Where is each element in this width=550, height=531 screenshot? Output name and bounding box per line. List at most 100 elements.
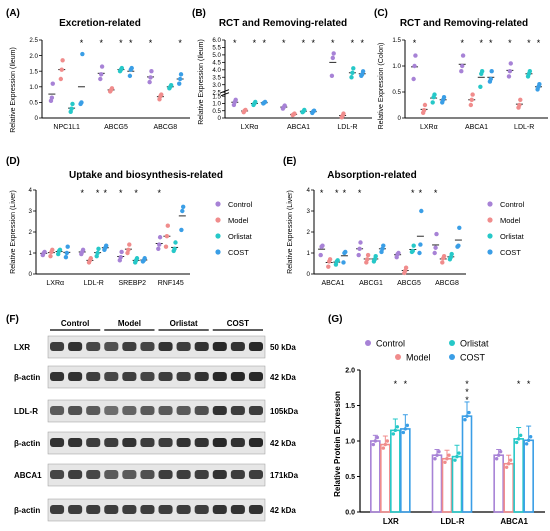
data-point xyxy=(60,58,65,63)
y-tick-label: 3.5 xyxy=(212,74,221,81)
blot-band xyxy=(104,470,119,479)
data-point xyxy=(494,457,499,461)
panel-a-ylabel: Relative Expression (Ileum) xyxy=(10,47,17,133)
data-point xyxy=(489,69,494,74)
blot-band xyxy=(230,505,245,514)
data-point xyxy=(149,69,154,74)
blot-band xyxy=(68,372,83,381)
y-tick-label: 2.0 xyxy=(29,53,38,60)
significance-star: * xyxy=(320,188,324,198)
legend-marker xyxy=(487,217,493,223)
y-tick-label: 1.0 xyxy=(29,84,38,91)
blot-band xyxy=(86,505,101,514)
data-point xyxy=(179,227,184,233)
data-point xyxy=(57,247,63,253)
blot-band xyxy=(248,505,263,514)
blot-band xyxy=(248,342,263,351)
blot-group-label: Orlistat xyxy=(170,319,198,328)
data-point xyxy=(422,102,428,108)
data-point xyxy=(517,102,522,108)
panel-a-letter: (A) xyxy=(6,8,20,19)
significance-star: * xyxy=(465,387,469,397)
y-tick-label: 1.5 xyxy=(345,403,355,410)
data-point xyxy=(435,453,439,457)
significance-star: * xyxy=(351,38,355,48)
data-point xyxy=(395,425,400,429)
significance-star: * xyxy=(331,38,335,48)
data-point xyxy=(88,256,94,261)
data-point xyxy=(498,449,503,454)
x-tick-label: ABCA1 xyxy=(500,517,528,526)
data-point xyxy=(460,63,465,69)
data-point xyxy=(467,410,471,415)
bar xyxy=(493,454,504,513)
data-point xyxy=(508,61,513,66)
data-point xyxy=(411,76,416,82)
blot-band xyxy=(194,372,209,381)
panel-d-title: Uptake and biosynthesis-related xyxy=(69,170,223,181)
data-point xyxy=(335,258,340,263)
legend-marker xyxy=(487,201,493,207)
blot-band xyxy=(140,372,155,381)
x-tick-label: LXR xyxy=(383,517,399,526)
data-point xyxy=(410,248,415,254)
blot-strip xyxy=(47,431,266,455)
y-tick-label: 2.5 xyxy=(29,37,38,44)
y-tick-label: 0.0 xyxy=(345,510,355,517)
y-tick-label: 5.0 xyxy=(212,52,221,59)
x-tick-label: ABCG5 xyxy=(104,124,128,131)
panel-c-ylabel: Relative Expression (Colon) xyxy=(378,43,385,130)
y-tick-label: 1.5 xyxy=(29,68,38,75)
axis-break-mark xyxy=(220,89,230,94)
data-point xyxy=(441,95,447,100)
blot-band xyxy=(50,438,65,447)
x-tick-label: ABCG8 xyxy=(153,124,177,131)
significance-star: * xyxy=(465,379,469,389)
blot-row-label: β-actin xyxy=(14,439,40,448)
panel-f-letter: (F) xyxy=(6,314,19,325)
legend-marker xyxy=(487,233,493,239)
data-point xyxy=(375,435,380,440)
legend-marker xyxy=(395,354,401,360)
y-tick-label: 1 xyxy=(29,250,33,257)
y-tick-label: 0.5 xyxy=(345,474,355,481)
data-point xyxy=(99,64,105,69)
panel-b-title: RCT and Removing-related xyxy=(219,18,347,29)
bar xyxy=(513,438,524,513)
y-tick-label: 2.0 xyxy=(345,368,355,375)
blot-band xyxy=(194,470,209,479)
data-point xyxy=(419,208,424,214)
data-point xyxy=(104,243,109,248)
significance-star: * xyxy=(311,38,315,48)
significance-star: * xyxy=(394,379,398,389)
blot-band xyxy=(104,342,119,351)
legend-label: Orlistat xyxy=(500,232,525,241)
blot-row-label: ABCA1 xyxy=(14,471,42,480)
x-tick-label: SREBP2 xyxy=(118,280,146,287)
data-point xyxy=(365,252,371,258)
blot-kda-label: 42 kDa xyxy=(270,439,296,448)
data-point xyxy=(180,208,185,214)
blot-row-label: β-actin xyxy=(14,373,40,382)
blot-band xyxy=(50,505,65,514)
blot-band xyxy=(248,438,263,447)
y-tick-label: 0 xyxy=(29,271,33,278)
blot-band xyxy=(68,438,83,447)
blot-band xyxy=(230,372,245,381)
data-point xyxy=(173,240,178,245)
blot-band xyxy=(194,406,209,415)
y-tick-label: 0 xyxy=(218,115,222,122)
y-tick-label: 0.5 xyxy=(392,89,401,96)
data-point xyxy=(432,92,437,97)
legend-label: Orlistat xyxy=(460,339,489,349)
data-point xyxy=(165,223,170,228)
data-point xyxy=(63,255,69,260)
data-point xyxy=(506,462,511,466)
legend-label: Model xyxy=(406,353,431,363)
panel-a-title: Excretion-related xyxy=(59,18,141,29)
significance-star: * xyxy=(527,379,531,389)
data-point xyxy=(80,247,86,253)
data-point xyxy=(445,457,449,461)
data-point xyxy=(401,430,406,435)
y-tick-label: 1.0 xyxy=(345,439,355,446)
